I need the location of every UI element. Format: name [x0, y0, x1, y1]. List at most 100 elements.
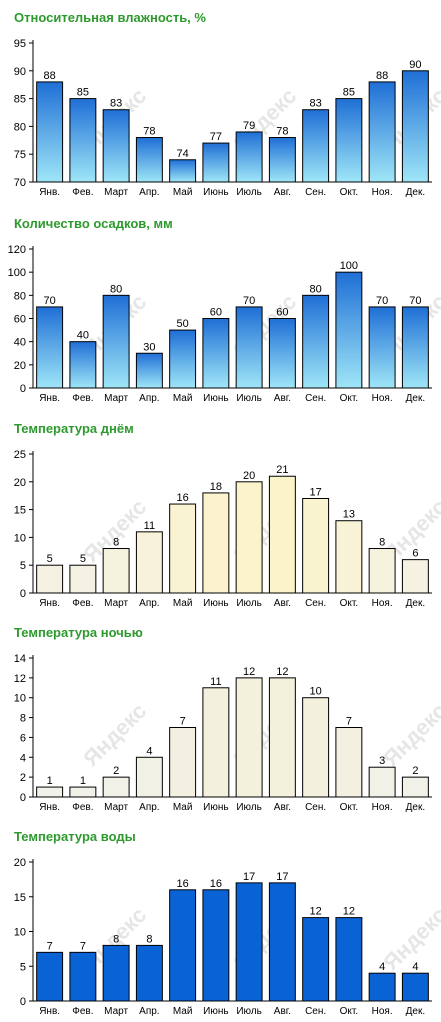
bar — [102, 294, 130, 389]
bar-value-label: 60 — [276, 307, 288, 319]
bar-value-label: 74 — [177, 148, 189, 160]
bar — [69, 786, 97, 798]
bar-value-label: 21 — [276, 464, 288, 476]
x-tick-label: Авг. — [274, 393, 291, 404]
bar-value-label: 100 — [340, 260, 358, 272]
chart-title: Температура воды — [14, 829, 136, 844]
y-tick-label: 95 — [14, 38, 26, 50]
y-tick-label: 0 — [20, 996, 26, 1008]
y-tick-label: 8 — [20, 713, 26, 725]
bar — [235, 306, 263, 389]
bar-value-label: 88 — [44, 70, 56, 82]
x-tick-label: Сен. — [305, 802, 326, 813]
bar — [235, 882, 263, 1002]
night-temperature-bar-chart: Яндекс Яндекс Яндекс024681012141Янв.1Фев.2… — [14, 653, 441, 813]
y-tick-label: 120 — [8, 244, 26, 256]
x-tick-label: Сен. — [305, 598, 326, 609]
x-tick-label: Июль — [236, 187, 262, 198]
x-tick-label: Ноя. — [372, 1006, 393, 1017]
bar — [135, 756, 163, 798]
bar — [169, 727, 197, 798]
bar-value-label: 7 — [80, 940, 86, 952]
chart-panel-humidity: Относительная влажность, % ЯндексЯндексЯ… — [0, 10, 441, 200]
day-temperature-bar-chart: Яндекс Яндекс Яндекс05101520255Янв.5Фев.8М… — [14, 449, 441, 609]
bar-value-label: 18 — [210, 481, 222, 493]
x-tick-label: Апр. — [139, 598, 159, 609]
bar-value-label: 88 — [376, 70, 388, 82]
bar — [202, 318, 230, 389]
bar — [268, 677, 296, 798]
x-tick-label: Июнь — [203, 393, 228, 404]
x-tick-label: Окт. — [340, 1006, 359, 1017]
bar-value-label: 70 — [409, 295, 421, 307]
bar — [36, 306, 64, 389]
bar — [335, 520, 363, 594]
bar-value-label: 3 — [379, 755, 385, 767]
chart-title: Температура днём — [14, 421, 134, 436]
bar — [302, 917, 330, 1002]
bar-value-label: 7 — [346, 716, 352, 728]
bar — [368, 548, 396, 594]
bar-value-label: 11 — [144, 520, 155, 532]
bar — [235, 677, 263, 798]
y-tick-label: 25 — [14, 449, 26, 461]
x-tick-label: Дек. — [406, 1006, 426, 1017]
bar — [302, 294, 330, 389]
bar-value-label: 12 — [343, 906, 355, 918]
x-tick-label: Май — [173, 393, 193, 404]
bar-value-label: 8 — [379, 537, 385, 549]
bar-value-label: 17 — [310, 486, 322, 498]
bar — [202, 142, 230, 183]
bar — [401, 559, 429, 594]
water-temperature-bar-chart: Яндекс Яндекс Яндекс051015207Янв.7Фев.8Мар… — [14, 857, 441, 1017]
x-tick-label: Март — [104, 393, 128, 404]
x-tick-label: Апр. — [139, 802, 159, 813]
chart-panel-day-temperature: Температура днём Яндекс Яндекс Яндекс 0 5 10 1… — [0, 421, 441, 611]
bar — [36, 786, 64, 798]
bar-value-label: 2 — [113, 765, 119, 777]
y-tick-label: 40 — [14, 337, 26, 349]
bar-value-label: 1 — [80, 775, 86, 787]
y-tick-label: 80 — [14, 121, 26, 133]
bar — [235, 131, 263, 183]
bar-value-label: 1 — [47, 775, 53, 787]
x-tick-label: Сен. — [305, 187, 326, 198]
x-tick-label: Дек. — [406, 598, 426, 609]
bar — [102, 548, 130, 594]
bar-value-label: 83 — [310, 98, 322, 110]
bar — [268, 137, 296, 183]
bar-value-label: 16 — [210, 878, 222, 890]
bar-value-label: 16 — [177, 878, 189, 890]
bar-value-label: 13 — [343, 509, 355, 521]
x-tick-label: Май — [173, 187, 193, 198]
bar — [268, 475, 296, 594]
bar-value-label: 40 — [77, 330, 89, 342]
bar-value-label: 60 — [210, 307, 222, 319]
x-tick-label: Окт. — [340, 393, 359, 404]
bar-value-label: 85 — [343, 87, 355, 99]
x-tick-label: Янв. — [39, 1006, 60, 1017]
x-tick-label: Март — [104, 187, 128, 198]
bar — [102, 776, 130, 798]
bar — [69, 564, 97, 594]
bar — [235, 481, 263, 594]
y-tick-label: 12 — [14, 673, 26, 685]
bar-value-label: 4 — [146, 745, 152, 757]
x-tick-label: Янв. — [39, 802, 60, 813]
y-tick-label: 10 — [14, 532, 26, 544]
x-tick-label: Ноя. — [372, 393, 393, 404]
y-tick-label: 0 — [20, 383, 26, 395]
bar — [401, 776, 429, 798]
x-tick-label: Апр. — [139, 187, 159, 198]
bar — [335, 727, 363, 798]
x-tick-label: Июнь — [203, 802, 228, 813]
x-tick-label: Дек. — [406, 802, 426, 813]
bar-value-label: 90 — [409, 59, 421, 71]
bar-value-label: 83 — [110, 98, 122, 110]
x-tick-label: Ноя. — [372, 598, 393, 609]
chart-panel-night-temperature: Температура ночью Яндекс Яндекс Яндекс 0 2 4 6… — [0, 625, 441, 815]
x-tick-label: Авг. — [274, 802, 291, 813]
bar-value-label: 85 — [77, 87, 89, 99]
bar — [169, 503, 197, 594]
bar — [368, 306, 396, 389]
